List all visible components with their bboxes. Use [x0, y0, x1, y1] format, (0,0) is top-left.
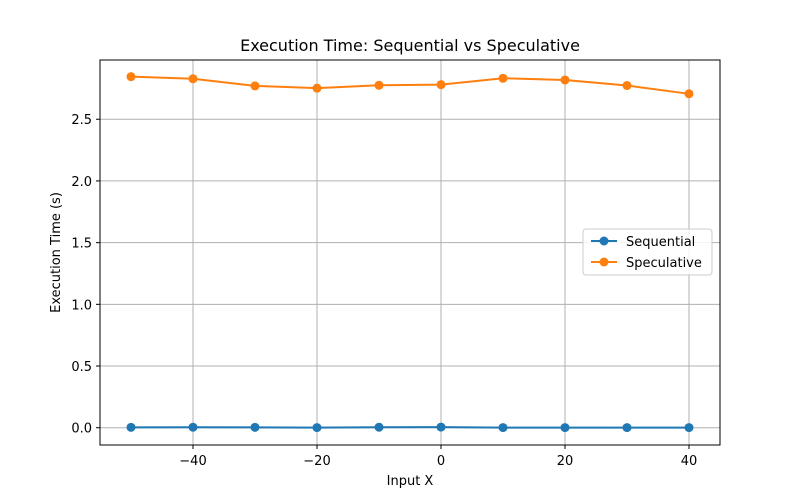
legend-label-sequential: Sequential: [626, 235, 695, 250]
y-tick-label: 1.0: [71, 298, 92, 313]
x-tick-label: 0: [437, 454, 445, 469]
data-point-sequential: [684, 423, 694, 433]
data-point-sequential: [622, 423, 632, 433]
data-point-sequential: [250, 422, 260, 432]
data-point-speculative: [684, 89, 694, 99]
x-axis: −40 −20 0 20 40: [179, 445, 697, 469]
x-tick-label: 20: [557, 454, 574, 469]
chart-title: Execution Time: Sequential vs Speculativ…: [240, 36, 580, 55]
data-point-sequential: [436, 422, 446, 432]
series-layer: [126, 72, 694, 433]
x-tick-label: 40: [681, 454, 698, 469]
y-axis-title: Execution Time (s): [49, 192, 64, 313]
legend-marker-speculative: [599, 257, 609, 267]
data-point-speculative: [560, 75, 570, 85]
data-point-speculative: [250, 81, 260, 91]
data-point-speculative: [312, 83, 322, 93]
data-point-speculative: [436, 80, 446, 90]
data-point-sequential: [374, 422, 384, 432]
y-axis: 0.0 0.5 1.0 1.5 2.0 2.5: [71, 113, 100, 437]
data-point-speculative: [498, 73, 508, 83]
data-point-sequential: [498, 423, 508, 433]
series-line-speculative: [130, 75, 690, 95]
y-tick-label: 2.0: [71, 175, 92, 190]
y-tick-label: 1.5: [71, 237, 92, 252]
legend-label-speculative: Speculative: [626, 256, 702, 271]
data-point-sequential: [312, 423, 322, 433]
data-point-speculative: [622, 81, 632, 91]
x-axis-title: Input X: [387, 474, 434, 489]
y-tick-label: 2.5: [71, 113, 92, 128]
y-tick-label: 0.5: [71, 360, 92, 375]
plot-frame: [99, 59, 721, 446]
y-tick-label: 0.0: [71, 422, 92, 437]
x-tick-label: −40: [179, 454, 206, 469]
x-tick-label: −20: [303, 454, 330, 469]
data-point-sequential: [126, 422, 136, 432]
legend-marker-sequential: [599, 236, 609, 246]
data-point-sequential: [188, 422, 198, 432]
grid: [100, 60, 720, 445]
data-point-speculative: [126, 72, 136, 82]
data-point-speculative: [188, 74, 198, 84]
data-point-sequential: [560, 423, 570, 433]
legend: Sequential Speculative: [582, 228, 713, 276]
data-point-speculative: [374, 80, 384, 90]
